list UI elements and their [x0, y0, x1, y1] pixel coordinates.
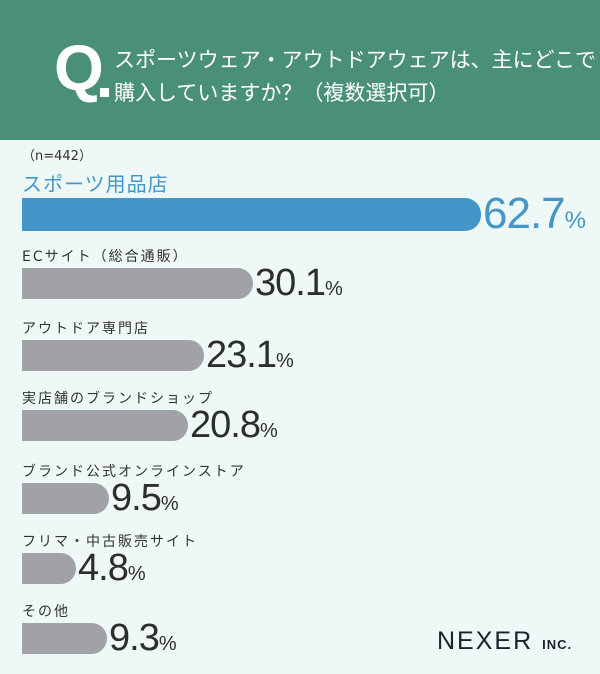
category-label: アウトドア専門店: [22, 321, 150, 337]
bar: [22, 483, 109, 514]
bar: [22, 410, 188, 441]
nexer-logo: NEXER INC.: [437, 627, 572, 656]
category-label: スポーツ用品店: [22, 172, 169, 196]
value-label: 20.8%: [190, 404, 278, 446]
value-label: 30.1%: [255, 262, 343, 304]
bar: [22, 340, 204, 371]
category-label: その他: [22, 604, 70, 620]
category-label: 実店舗のブランドショップ: [22, 391, 214, 407]
logo-main: NEXER: [437, 627, 534, 655]
question-text: スポーツウェア・アウトドアウェアは、主にどこで 購入していますか？（複数選択可）: [114, 48, 596, 105]
value-label: 9.3%: [109, 617, 177, 659]
value-label: 23.1%: [206, 334, 294, 376]
value-label: 4.8%: [78, 547, 146, 589]
bar: [22, 198, 481, 231]
question-header: Q スポーツウェア・アウトドアウェアは、主にどこで 購入していますか？（複数選択…: [0, 0, 600, 140]
category-label: ECサイト（総合通販）: [22, 249, 189, 265]
bar: [22, 268, 253, 299]
value-label: 9.5%: [111, 477, 179, 519]
sample-size: （n=442）: [22, 149, 92, 164]
category-label: ブランド公式オンラインストア: [22, 464, 246, 480]
q-mark: Q: [54, 32, 104, 104]
logo-suffix: INC.: [542, 637, 573, 652]
bar: [22, 553, 76, 584]
value-label: 62.7%: [483, 189, 586, 238]
bar: [22, 623, 107, 654]
category-label: フリマ・中古販売サイト: [22, 534, 198, 550]
q-dot: [100, 88, 109, 97]
